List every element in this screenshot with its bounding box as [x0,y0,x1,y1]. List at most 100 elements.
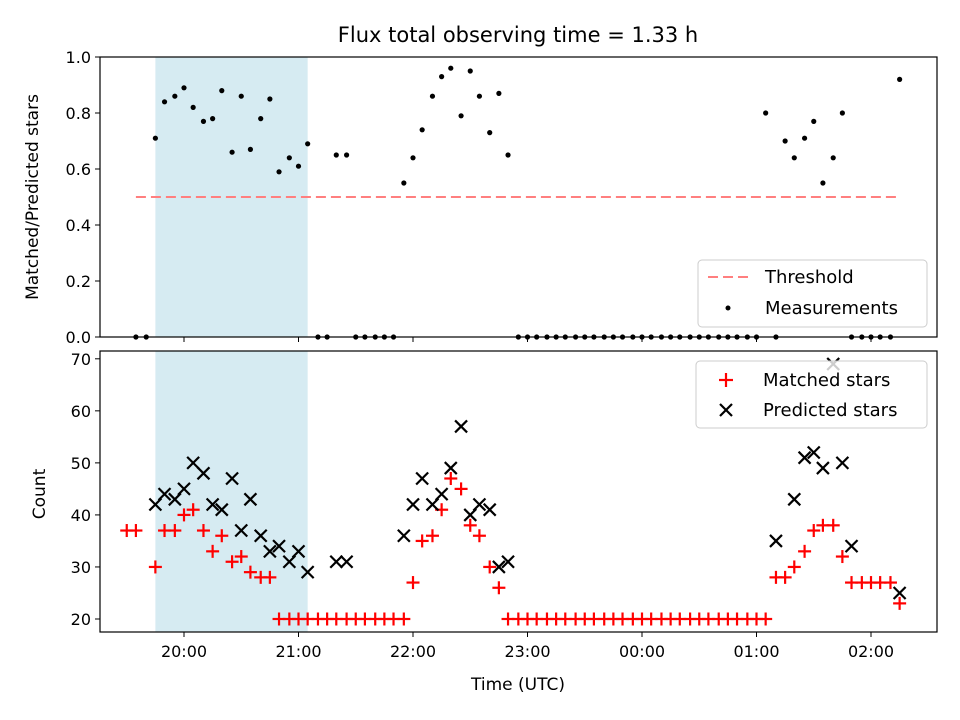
measurement-point [229,149,235,155]
top-axes-frame [99,56,938,338]
predicted-star-point [787,492,802,507]
measurement-point [276,169,282,175]
top-y-tick-label: 0.0 [66,328,91,347]
measurement-point [267,96,273,102]
top-y-axis-label: Matched/Predicted stars [23,94,43,300]
matched-star-point [196,524,210,538]
measurement-point [419,127,425,133]
top-legend: Threshold Measurements [697,259,928,328]
bottom-x-tick-label: 20:00 [161,642,207,661]
predicted-star-point [215,502,229,517]
matched-star-point [798,544,812,558]
measurement-point [210,116,216,122]
measurement-point [801,135,808,141]
matched-star-point [444,471,458,485]
bottom-panel: 20 30 40 50 60 70 20:00 21:00 22:00 23:00 00:00 01… [30,350,938,695]
measurement-point [496,90,502,96]
bottom-y-tick-label: 60 [71,402,91,421]
measurement-point [190,104,196,110]
matched-star-point [454,482,468,496]
matched-star-point [129,524,143,538]
top-x-ticks [183,337,872,342]
matched-star-point [406,576,420,590]
matched-star-point [835,550,849,564]
matched-star-point [206,544,220,558]
measurement-point [811,118,817,124]
matched-star-point [483,560,497,574]
measurement-point [258,116,264,122]
matched-star-point [215,529,229,543]
measurement-point [343,152,350,158]
matched-star-point [787,560,801,574]
measurement-point [439,74,445,80]
measurement-point [763,110,769,116]
predicted-star-point [892,586,907,600]
bottom-y-tick-label: 30 [71,558,91,577]
legend-measurements-swatch [725,305,731,311]
predicted-star-point [444,461,458,475]
top-y-tick-label: 0.2 [66,272,91,291]
matched-star-point [759,612,773,626]
top-y-tick-label: 0.6 [66,160,91,179]
predicted-star-point [234,523,249,538]
predicted-star-point [482,502,497,517]
top-y-tick-label: 0.4 [66,216,91,235]
predicted-star-point [339,554,354,569]
predicted-star-point [797,450,812,465]
matched-star-point [463,518,477,532]
bottom-x-ticks: 20:00 21:00 22:00 23:00 00:00 01:00 02:00 [161,632,894,661]
predicted-stars-series [148,357,907,600]
predicted-star-point [329,554,344,569]
matched-star-point [148,560,162,574]
measurement-point [820,180,826,186]
bottom-legend-box [695,360,928,429]
measurement-point [897,76,903,82]
matched-star-point [243,565,257,579]
legend-measurements-label: Measurements [765,298,898,319]
measurement-point [295,163,302,169]
bottom-y-tick-label: 50 [71,454,91,473]
predicted-star-point [769,534,783,548]
measurement-point [476,93,483,99]
matched-star-point [492,581,506,595]
predicted-star-point [300,565,315,579]
matched-star-point [177,508,191,522]
measurements-series [133,65,903,340]
measurement-point [152,135,158,141]
predicted-star-point [196,466,211,481]
legend-matched-swatch [719,373,733,387]
top-y-ticks: 0.0 0.2 0.4 0.6 0.8 1.0 [66,48,100,347]
matched-star-point [883,576,897,590]
legend-threshold-label: Threshold [764,267,854,288]
predicted-star-point [806,445,821,460]
bottom-x-tick-label: 02:00 [848,642,894,661]
bottom-y-axis-label: Count [30,468,50,519]
matched-star-point [234,550,248,564]
measurement-point [200,118,207,124]
measurement-point [247,146,254,152]
measurement-point [172,93,178,99]
measurement-point [238,93,244,99]
top-y-tick-label: 0.8 [66,104,91,123]
matched-star-point [225,555,239,569]
matched-star-point [263,570,277,584]
predicted-star-point [263,544,277,559]
predicted-star-point [492,560,506,574]
predicted-star-point [844,539,859,553]
predicted-star-point [157,487,172,501]
x-axis-label: Time (UTC) [470,675,565,695]
bottom-x-tick-label: 00:00 [619,642,665,661]
predicted-star-point [177,482,191,496]
top-legend-box [697,259,928,328]
predicted-star-point [472,497,487,512]
matched-star-point [472,529,486,543]
predicted-star-point [434,487,449,501]
measurement-point [333,152,339,158]
bottom-legend: Matched stars Predicted stars [695,360,928,429]
measurement-point [458,113,464,119]
observing-window-shade-bottom [155,351,308,632]
measurement-point [161,99,168,105]
matched-star-point [778,570,792,584]
matched-star-point [186,503,200,517]
matched-star-point [397,612,411,626]
